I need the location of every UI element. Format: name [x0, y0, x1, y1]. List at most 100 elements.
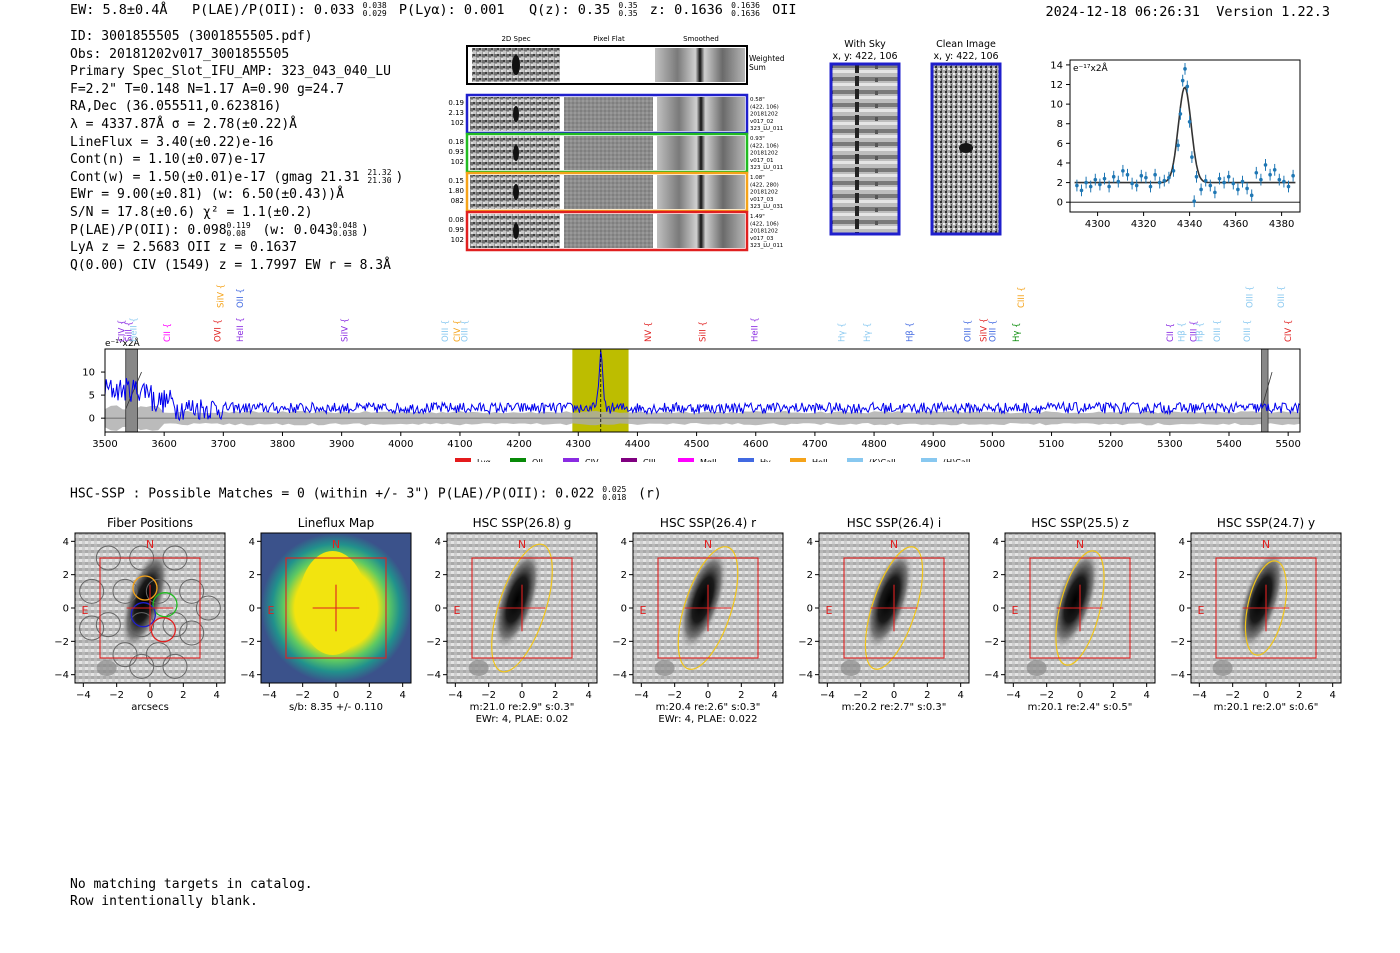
- fit-data-point: [1139, 173, 1144, 178]
- spectrum-xtick-label: 5200: [1098, 439, 1123, 450]
- spectrum-xtick-label: 4000: [388, 439, 413, 450]
- cutout-xtick-label: 0: [519, 690, 525, 701]
- info-contn: Cont(n) = 1.10(±0.07)e-17: [70, 152, 266, 168]
- aperture-ellipse: [1244, 560, 1288, 656]
- cutout-xlabel: m:20.1 re:2.0" s:0.6": [1214, 702, 1319, 713]
- cutout-ytick-label: −2: [426, 637, 441, 648]
- fit-data-point: [1259, 177, 1263, 182]
- fiber-circle: [129, 653, 155, 679]
- spectrum-xtick-label: 4700: [802, 439, 827, 450]
- spectrum-line-label: CIII {: [1017, 286, 1027, 308]
- cutout-ytick-label: −4: [984, 670, 999, 681]
- info-radec: RA,Dec (36.055511,0.623816): [70, 99, 282, 115]
- weighted-label-2: Sum: [749, 63, 766, 72]
- info-ewr: EWr = 9.00(±0.81) (w: 6.50(±0.43))Å: [70, 187, 344, 203]
- spec-row-flat: [564, 97, 653, 131]
- spec-row-smoothed: [657, 136, 745, 170]
- fiber-circle: [129, 612, 155, 638]
- weighted-source: [512, 55, 520, 75]
- spectrum-xtick-label: 3500: [92, 439, 117, 450]
- cutout-ytick-label: −4: [798, 670, 813, 681]
- spectrum-xtick-label: 4800: [861, 439, 886, 450]
- spectrum-xtick-label: 4200: [506, 439, 531, 450]
- spectrum-line-label: NV {: [644, 322, 654, 342]
- spectrum-legend-swatch: [738, 458, 754, 462]
- fit-data-point: [1291, 173, 1295, 178]
- info-fit: F=2.2" T=0.148 N=1.17 A=0.90 g=24.7: [70, 81, 344, 97]
- fit-data-point: [1102, 176, 1107, 181]
- fit-ytick-label: 12: [1050, 80, 1063, 91]
- fit-data-point: [1130, 181, 1134, 186]
- fiber-circle: [179, 620, 205, 646]
- fit-data-point: [1226, 174, 1231, 179]
- spec-row-right-label: 20181202: [750, 151, 778, 157]
- compass-n: N: [332, 538, 340, 551]
- spec-row-right-label: 323_LU_011: [750, 165, 783, 171]
- spectrum-xtick-label: 4900: [920, 439, 945, 450]
- cutout-title: Fiber Positions: [107, 516, 193, 530]
- fit-ylabel: e⁻¹⁷x2Å: [1073, 62, 1109, 74]
- aperture-ellipse: [864, 546, 924, 670]
- spectrum-legend-swatch: [678, 458, 694, 462]
- fit-data-point: [1190, 155, 1194, 159]
- fit-data-point: [1125, 172, 1130, 177]
- cutout-note: EWr: 4, PLAE: 0.022: [658, 714, 757, 725]
- cutout-xtick-label: −2: [667, 690, 682, 701]
- cutout-title: HSC SSP(25.5) z: [1031, 516, 1129, 530]
- fit-data-point: [1263, 163, 1268, 167]
- fit-data-point: [1208, 183, 1213, 188]
- fit-data-point: [1245, 186, 1249, 191]
- neighbor-source: [96, 660, 117, 676]
- cutout-xtick-label: 4: [1143, 690, 1149, 701]
- cutout-xtick-label: 0: [891, 690, 897, 701]
- neighbor-source: [468, 660, 489, 676]
- cutout-ytick-label: 4: [63, 537, 69, 548]
- cutout-ytick-label: 4: [993, 537, 999, 548]
- with-sky-title: With Sky: [844, 39, 886, 50]
- cutout-xtick-label: −4: [76, 690, 91, 701]
- catalog-note: No matching targets in catalog. Row inte…: [70, 876, 313, 910]
- spec-row-left-label: 0.08: [448, 216, 464, 224]
- spectrum-legend-label: (H)CaII: [943, 458, 970, 462]
- spec-row-smoothed: [657, 175, 745, 209]
- cutout-title: Lineflux Map: [298, 516, 374, 530]
- fit-data-point: [1098, 182, 1102, 187]
- col-title-pixelflat: Pixel Flat: [593, 35, 625, 43]
- spec-row-right-label: 0.93": [750, 136, 765, 142]
- cutout-ytick-label: −2: [612, 637, 627, 648]
- spec-row-right-label: 1.08": [750, 175, 765, 181]
- cutout-xtick-label: 0: [147, 690, 153, 701]
- fit-data-point: [1111, 174, 1116, 179]
- with-sky-image: [829, 62, 901, 236]
- spectrum-legend-label: HeII: [812, 458, 828, 462]
- spectrum-xtick-label: 5400: [1216, 439, 1241, 450]
- cutout-xtick-label: 2: [552, 690, 558, 701]
- spectrum-line-label: OIII {: [461, 320, 471, 342]
- qz-hi: 0.35: [618, 1, 638, 10]
- spec-row-right-label: v017_03: [750, 236, 774, 242]
- cutout-title: HSC SSP(24.7) y: [1217, 516, 1315, 530]
- plya-value: P(Lyα): 0.001: [398, 2, 505, 18]
- spectrum-line-label: SiII {: [125, 321, 135, 342]
- spec-row-right-label: 20181202: [750, 112, 778, 118]
- fit-data-point: [1192, 199, 1196, 204]
- cutout-ytick-label: 4: [435, 537, 441, 548]
- fit-data-point: [1203, 178, 1208, 183]
- fit-ytick-label: 14: [1050, 60, 1063, 71]
- cutout-xtick-label: 2: [366, 690, 372, 701]
- detection-info: ID: 3001855505 (3001855505.pdf) Obs: 201…: [70, 28, 403, 274]
- fiber-circle: [79, 615, 105, 641]
- cutout-xtick-label: 4: [585, 690, 591, 701]
- cutout-ytick-label: 2: [63, 570, 69, 581]
- compass-n: N: [518, 538, 526, 551]
- spec-row-right-label: 323_LU_011: [750, 243, 783, 249]
- fiber-circle: [112, 578, 138, 604]
- cutout-ytick-label: 0: [435, 604, 441, 615]
- fit-ytick-label: 2: [1057, 178, 1063, 189]
- cutout-xtick-label: −2: [1225, 690, 1240, 701]
- spectrum-mask-hatch: [125, 371, 142, 410]
- spectrum-xtick-label: 3900: [329, 439, 354, 450]
- search-box: [843, 557, 945, 659]
- spectrum-xtick-label: 4500: [684, 439, 709, 450]
- fit-ytick-label: 4: [1057, 158, 1063, 169]
